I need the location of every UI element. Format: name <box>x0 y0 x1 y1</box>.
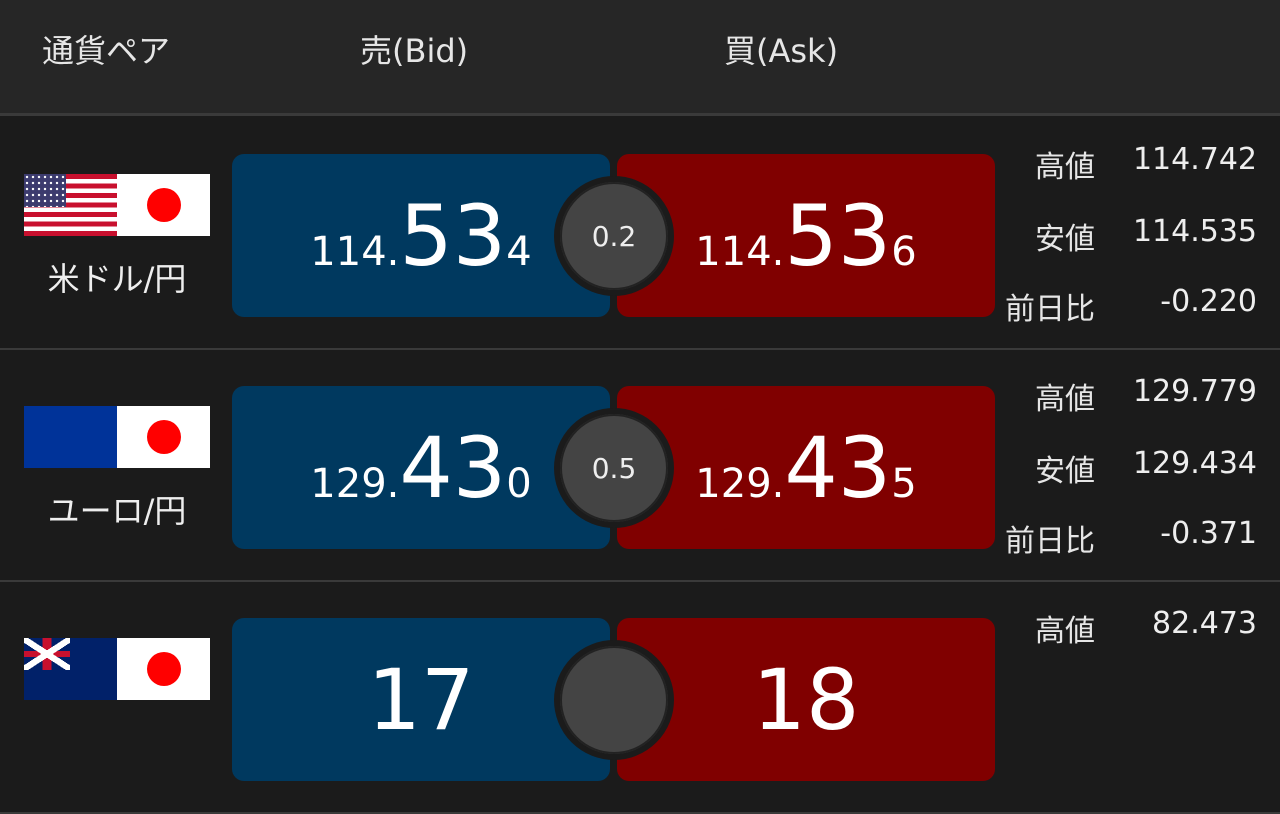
stat-label: 前日比 <box>1005 292 1095 327</box>
ask-prefix: 129. <box>695 461 785 507</box>
header-pair: 通貨ペア <box>42 32 171 70</box>
bid-prefix: 114. <box>310 229 400 275</box>
stat-label: 安値 <box>1035 454 1095 489</box>
stat-value: 129.779 <box>1132 374 1257 409</box>
header-bid: 売(Bid) <box>360 32 469 70</box>
stat-value: 129.434 <box>1132 446 1257 481</box>
currency-row[interactable]: 17 18 高値 82.473 <box>0 582 1280 814</box>
spread-value: 0.2 <box>591 219 637 253</box>
ask-pips: 43 <box>784 419 892 517</box>
stat-label: 高値 <box>1035 614 1095 649</box>
bid-fraction: 4 <box>506 229 532 275</box>
stat-value: -0.371 <box>1160 516 1257 551</box>
eu-jp-flag-icon <box>24 406 210 468</box>
us-jp-flag-icon <box>24 174 210 236</box>
ask-pips: 53 <box>784 187 892 285</box>
spread-badge <box>554 640 674 760</box>
ask-fraction: 6 <box>891 229 917 275</box>
currency-row[interactable]: 米ドル/円 114. 53 4 114. 53 6 0.2 高値 114.742 安値 114… <box>0 118 1280 350</box>
ask-pips: 18 <box>752 651 860 749</box>
stat-label: 高値 <box>1035 382 1095 417</box>
stat-label: 高値 <box>1035 150 1095 185</box>
bid-fraction: 0 <box>506 461 532 507</box>
stat-value: 114.742 <box>1132 142 1257 177</box>
bid-prefix: 129. <box>310 461 400 507</box>
stat-low: 安値 129.434 <box>995 446 1257 489</box>
spread-badge: 0.2 <box>554 176 674 296</box>
stat-low: 安値 114.535 <box>995 214 1257 257</box>
au-jp-flag-icon <box>24 638 210 700</box>
ask-button[interactable]: 129. 43 5 <box>617 386 995 549</box>
stat-label: 安値 <box>1035 222 1095 257</box>
stat-value: 114.535 <box>1132 214 1257 249</box>
currency-row[interactable]: ユーロ/円 129. 43 0 129. 43 5 0.5 高値 129.779 安値 129… <box>0 350 1280 582</box>
stat-change: 前日比 -0.371 <box>995 516 1257 559</box>
bid-pips: 17 <box>367 651 475 749</box>
stat-high: 高値 114.742 <box>995 142 1257 185</box>
bid-pips: 53 <box>399 187 507 285</box>
stat-change: 前日比 -0.220 <box>995 284 1257 327</box>
stat-high: 高値 129.779 <box>995 374 1257 417</box>
ask-button[interactable]: 114. 53 6 <box>617 154 995 317</box>
header-ask: 買(Ask) <box>724 32 839 70</box>
spread-badge: 0.5 <box>554 408 674 528</box>
bid-pips: 43 <box>399 419 507 517</box>
bid-button[interactable]: 129. 43 0 <box>232 386 610 549</box>
stat-value: 82.473 <box>1152 606 1257 641</box>
table-header: 通貨ペア 売(Bid) 買(Ask) <box>0 0 1280 116</box>
stat-high: 高値 82.473 <box>995 606 1257 649</box>
bid-button[interactable]: 114. 53 4 <box>232 154 610 317</box>
ask-fraction: 5 <box>891 461 917 507</box>
pair-name: 米ドル/円 <box>47 260 187 298</box>
stat-label: 前日比 <box>1005 524 1095 559</box>
ask-prefix: 114. <box>695 229 785 275</box>
pair-name: ユーロ/円 <box>47 492 187 530</box>
stat-value: -0.220 <box>1160 284 1257 319</box>
spread-value: 0.5 <box>591 451 637 485</box>
